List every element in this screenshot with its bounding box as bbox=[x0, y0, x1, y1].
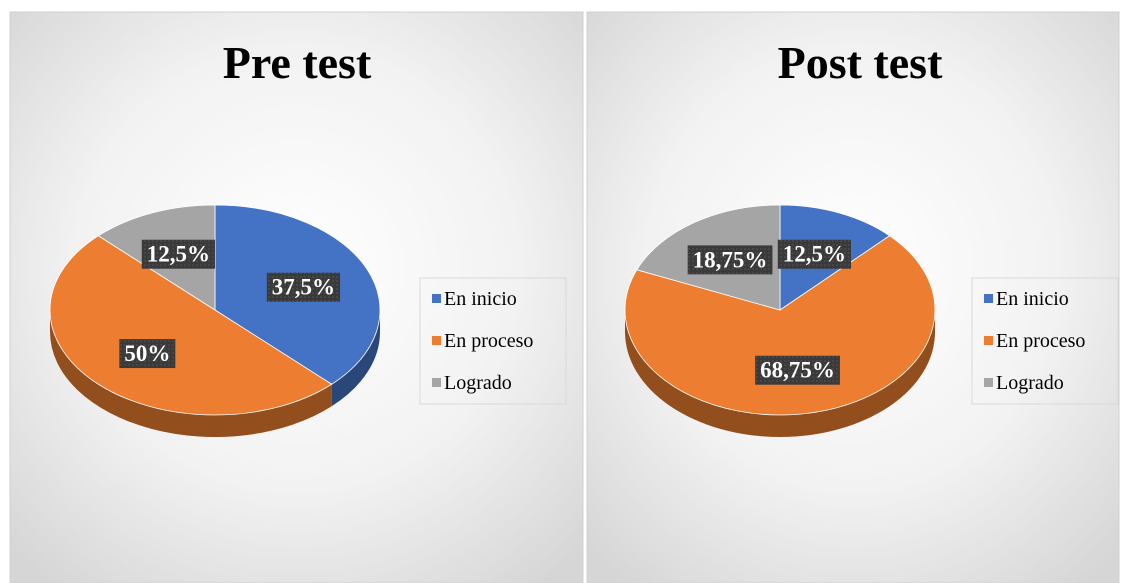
legend-label: En inicio bbox=[444, 288, 517, 310]
legend bbox=[419, 277, 567, 405]
slice-side bbox=[49, 310, 332, 437]
legend bbox=[971, 277, 1119, 405]
legend-swatch bbox=[432, 336, 441, 345]
chart-title: Post test bbox=[778, 37, 943, 88]
data-label: 18,75% bbox=[693, 247, 768, 272]
legend-label: En proceso bbox=[996, 330, 1085, 352]
data-label-box bbox=[777, 239, 852, 269]
data-label-box bbox=[755, 355, 840, 385]
legend-label: En inicio bbox=[996, 288, 1069, 310]
legend-swatch bbox=[984, 378, 993, 387]
data-label: 37,5% bbox=[272, 275, 335, 300]
legend-label: En proceso bbox=[444, 330, 533, 352]
legend-swatch bbox=[984, 294, 993, 303]
data-label-box bbox=[266, 272, 341, 302]
slice-side bbox=[625, 310, 935, 437]
legend-label: Logrado bbox=[996, 372, 1064, 394]
data-label: 68,75% bbox=[760, 358, 835, 383]
data-label-box bbox=[141, 239, 216, 269]
legend-label: Logrado bbox=[444, 372, 512, 394]
slice bbox=[49, 235, 333, 416]
data-label: 12,5% bbox=[147, 242, 210, 267]
slice-side bbox=[331, 310, 380, 407]
slice bbox=[624, 235, 936, 416]
legend-swatch bbox=[432, 294, 441, 303]
data-label-box bbox=[687, 245, 773, 275]
data-label-box bbox=[119, 339, 176, 369]
chart-title: Pre test bbox=[223, 37, 372, 88]
legend-swatch bbox=[984, 336, 993, 345]
data-label: 50% bbox=[124, 341, 170, 366]
legend-swatch bbox=[432, 378, 441, 387]
data-label: 12,5% bbox=[783, 242, 846, 267]
